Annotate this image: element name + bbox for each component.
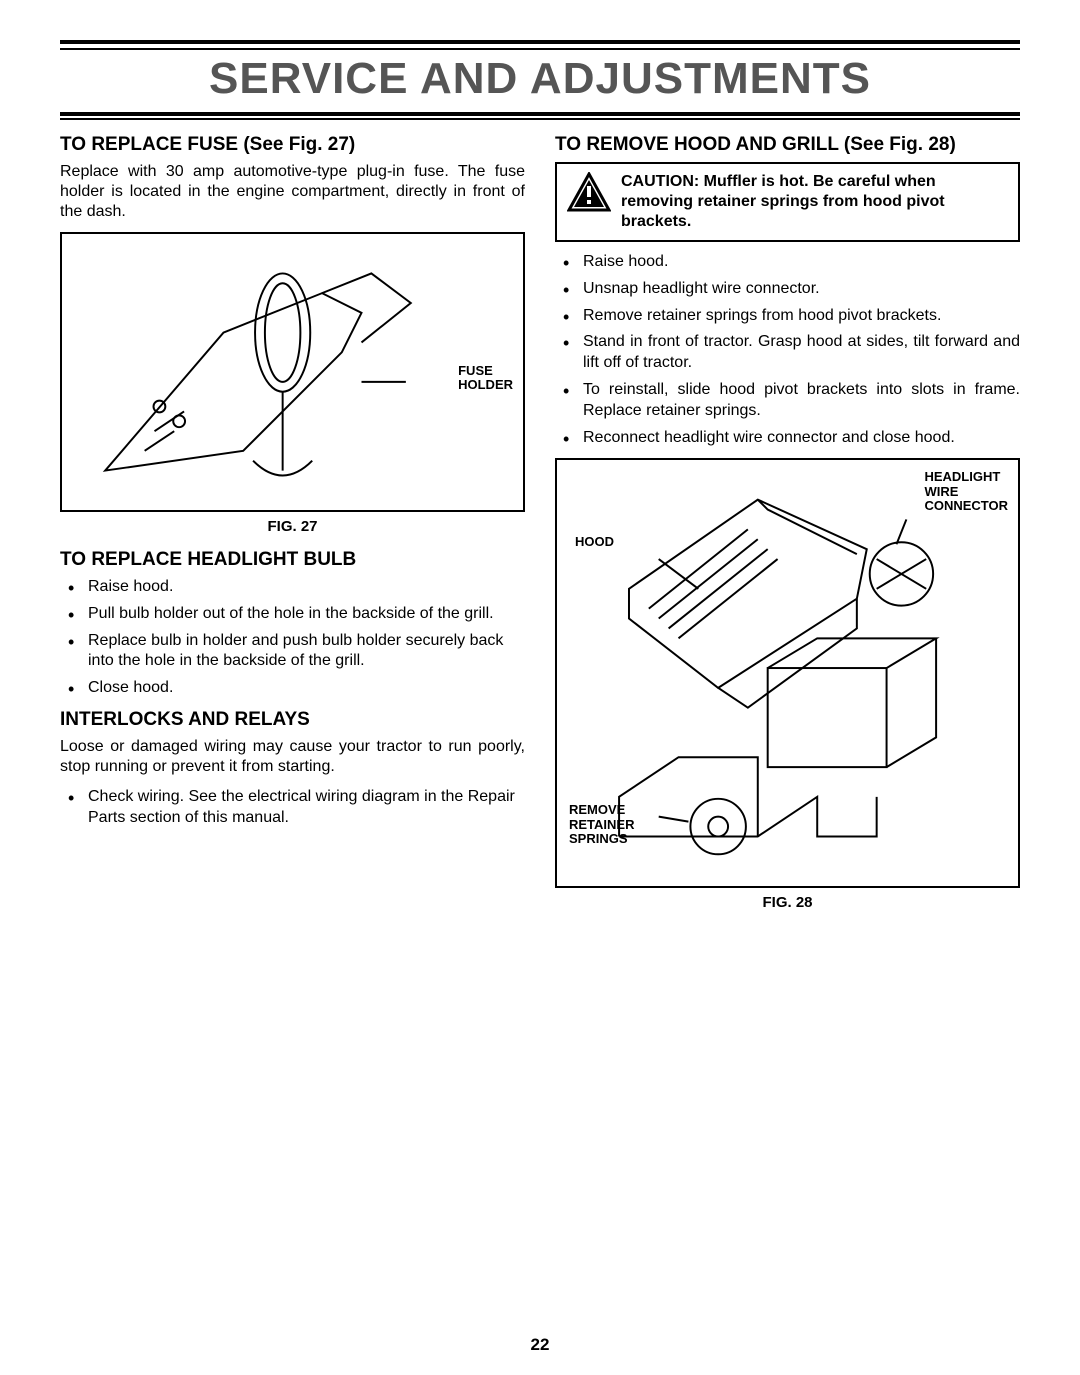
list-item: Pull bulb holder out of the hole in the …: [60, 604, 525, 625]
fuse-text: Replace with 30 amp automotive-type plug…: [60, 162, 525, 222]
rule-bottom: [60, 118, 1020, 120]
interlocks-steps: Check wiring. See the electrical wiring …: [60, 787, 525, 829]
hood-heading: TO REMOVE HOOD AND GRILL (See Fig. 28): [555, 134, 1020, 156]
hood-label: HOOD: [575, 535, 614, 549]
list-item: Reconnect headlight wire connector and c…: [555, 428, 1020, 449]
headlight-steps: Raise hood. Pull bulb holder out of the …: [60, 577, 525, 699]
interlocks-heading: INTERLOCKS AND RELAYS: [60, 709, 525, 731]
figure-27: FUSE HOLDER: [60, 232, 525, 512]
engine-compartment-illustration: [62, 234, 523, 510]
page-number: 22: [0, 1335, 1080, 1355]
list-item: Remove retainer springs from hood pivot …: [555, 306, 1020, 327]
figure-28: HOOD HEADLIGHT WIRE CONNECTOR REMOVE RET…: [555, 458, 1020, 888]
headlight-heading: TO REPLACE HEADLIGHT BULB: [60, 549, 525, 571]
warning-icon: [567, 172, 611, 212]
right-column: TO REMOVE HOOD AND GRILL (See Fig. 28) C…: [555, 134, 1020, 925]
fig28-caption: FIG. 28: [555, 894, 1020, 911]
hood-steps: Raise hood. Unsnap headlight wire connec…: [555, 252, 1020, 448]
list-item: Check wiring. See the electrical wiring …: [60, 787, 525, 829]
list-item: Replace bulb in holder and push bulb hol…: [60, 631, 525, 673]
caution-text: CAUTION: Muffler is hot. Be careful when…: [621, 172, 1008, 232]
title-bar: SERVICE AND ADJUSTMENTS: [60, 48, 1020, 116]
fig27-caption: FIG. 27: [60, 518, 525, 535]
springs-label: REMOVE RETAINER SPRINGS: [569, 803, 634, 846]
list-item: Unsnap headlight wire connector.: [555, 279, 1020, 300]
fuse-heading: TO REPLACE FUSE (See Fig. 27): [60, 134, 525, 156]
connector-label: HEADLIGHT WIRE CONNECTOR: [924, 470, 1008, 513]
list-item: To reinstall, slide hood pivot brackets …: [555, 380, 1020, 422]
page-title: SERVICE AND ADJUSTMENTS: [209, 54, 871, 103]
list-item: Stand in front of tractor. Grasp hood at…: [555, 332, 1020, 374]
interlocks-text: Loose or damaged wiring may cause your t…: [60, 737, 525, 777]
caution-box: CAUTION: Muffler is hot. Be careful when…: [555, 162, 1020, 242]
two-column-layout: TO REPLACE FUSE (See Fig. 27) Replace wi…: [60, 134, 1020, 925]
page-content: SERVICE AND ADJUSTMENTS TO REPLACE FUSE …: [60, 40, 1020, 925]
list-item: Close hood.: [60, 678, 525, 699]
list-item: Raise hood.: [555, 252, 1020, 273]
list-item: Raise hood.: [60, 577, 525, 598]
fuse-holder-label: FUSE HOLDER: [458, 364, 513, 393]
left-column: TO REPLACE FUSE (See Fig. 27) Replace wi…: [60, 134, 525, 925]
rule-top: [60, 40, 1020, 44]
